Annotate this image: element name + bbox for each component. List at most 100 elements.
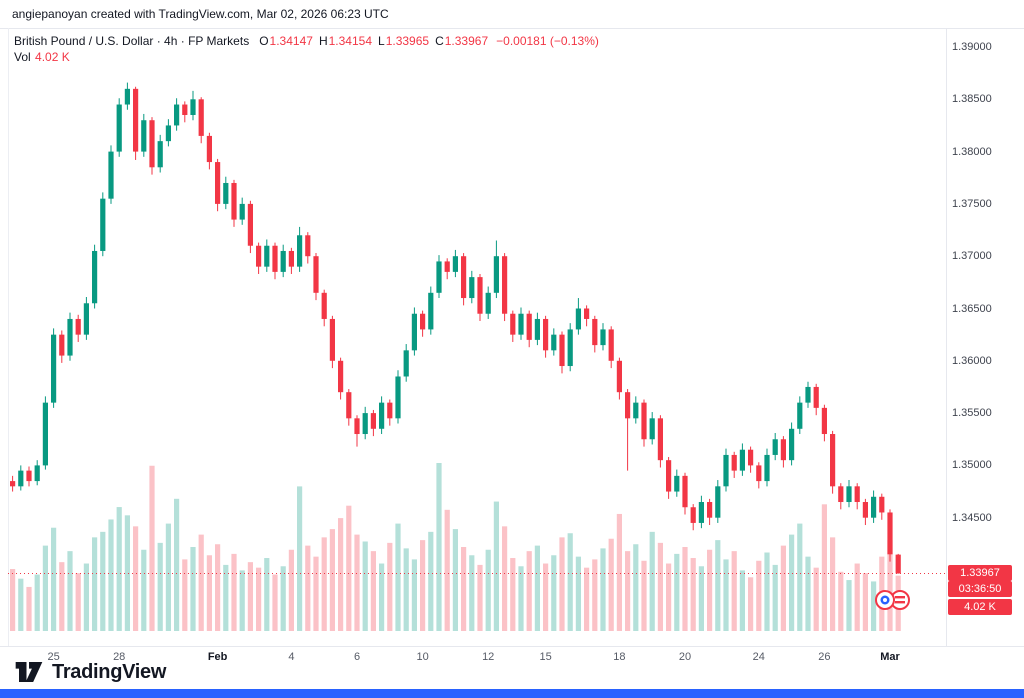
candle-body — [190, 99, 196, 115]
volume-bar — [206, 555, 212, 631]
volume-bar — [190, 547, 196, 631]
volume-bar — [493, 501, 499, 631]
bar-countdown-badge: 03:36:50 — [948, 581, 1012, 598]
candle-body — [707, 502, 713, 518]
volume-bar — [461, 547, 467, 631]
candle-body — [764, 454, 770, 482]
volume-bar — [223, 564, 229, 631]
candle-body — [600, 329, 606, 346]
legend-volume-row: Vol 4.02 K — [14, 49, 599, 65]
candle-body — [559, 334, 565, 367]
candle-body — [182, 104, 188, 115]
volume-bar — [887, 540, 893, 631]
volume-bar — [75, 573, 81, 631]
volume-bar — [264, 558, 270, 631]
volume-bar — [830, 537, 836, 631]
candle-body — [411, 313, 417, 351]
candle-body — [584, 308, 590, 319]
volume-bar — [379, 563, 385, 631]
candle-body — [83, 303, 89, 335]
candle-body — [813, 386, 819, 408]
candle-body — [354, 418, 360, 435]
volume-value: 4.02 K — [35, 50, 70, 64]
volume-bar — [42, 545, 48, 631]
candle-body — [789, 428, 795, 461]
volume-bar — [649, 531, 655, 631]
candle-body — [280, 250, 286, 272]
candle-body — [690, 507, 696, 523]
volume-bar — [551, 555, 557, 631]
candle-body — [395, 376, 401, 419]
tradingview-logo-icon[interactable] — [14, 658, 44, 686]
volume-bar — [18, 578, 24, 631]
candle-body — [485, 292, 491, 314]
candle-body — [10, 481, 16, 487]
candle-body — [879, 496, 885, 513]
volume-bar — [641, 560, 647, 631]
volume-value-badge: 4.02 K — [948, 599, 1012, 615]
time-axis-separator — [0, 646, 1024, 647]
candle-body — [633, 402, 639, 419]
candle-body — [657, 418, 663, 461]
candle-body — [239, 203, 245, 220]
candle-body — [157, 141, 163, 168]
candle-body — [247, 203, 253, 246]
event-marker-icons[interactable] — [874, 588, 914, 612]
volume-bar — [821, 504, 827, 631]
change-value: −0.00181 (−0.13%) — [496, 34, 599, 48]
candle-body — [231, 182, 237, 220]
volume-bar — [780, 545, 786, 631]
candle-body — [26, 470, 32, 482]
candle-body — [772, 439, 778, 455]
candle-body — [854, 486, 860, 503]
volume-bar — [403, 548, 409, 631]
candle-body — [756, 465, 762, 482]
volume-bar — [772, 564, 778, 631]
volume-bar — [510, 558, 516, 631]
candle-body — [403, 350, 409, 377]
candle-body — [141, 120, 147, 152]
volume-bar — [690, 558, 696, 631]
candle-body — [215, 162, 221, 204]
open-label: O — [259, 34, 269, 48]
bottom-accent-bar — [0, 689, 1024, 698]
volume-bar — [108, 519, 114, 631]
candle-body — [493, 256, 499, 293]
volume-bar — [174, 498, 180, 631]
candle-body — [198, 99, 204, 136]
symbol-title[interactable]: British Pound / U.S. Dollar · 4h · FP Ma… — [14, 34, 250, 48]
volume-bar — [26, 586, 32, 631]
candle-body — [797, 402, 803, 429]
candle-body — [780, 439, 786, 461]
tradingview-logo-text[interactable]: TradingView — [52, 660, 167, 683]
candle-body — [567, 329, 573, 367]
volume-bar — [756, 560, 762, 631]
high-value: 1.34154 — [328, 34, 372, 48]
volume-bar — [280, 566, 286, 631]
volume-bar — [387, 542, 393, 631]
candle-body — [100, 198, 106, 251]
candle-body — [124, 88, 130, 105]
candle-body — [731, 454, 737, 471]
candle-body — [641, 402, 647, 440]
candle-body — [739, 449, 745, 471]
volume-bar — [354, 534, 360, 631]
volume-bar — [625, 551, 631, 631]
candle-body — [18, 470, 24, 487]
volume-bar — [559, 537, 565, 631]
candle-body — [174, 104, 180, 126]
volume-bar — [92, 537, 98, 631]
candle-body — [288, 250, 294, 267]
volume-bar — [543, 563, 549, 631]
candle-body — [682, 475, 688, 508]
volume-bar — [526, 551, 532, 631]
volume-bar — [305, 545, 311, 631]
volume-bar — [133, 526, 139, 631]
volume-bar — [674, 553, 680, 631]
low-label: L — [378, 34, 385, 48]
volume-bar — [698, 566, 704, 631]
candle-body — [206, 135, 212, 163]
volume-bar — [534, 545, 540, 631]
